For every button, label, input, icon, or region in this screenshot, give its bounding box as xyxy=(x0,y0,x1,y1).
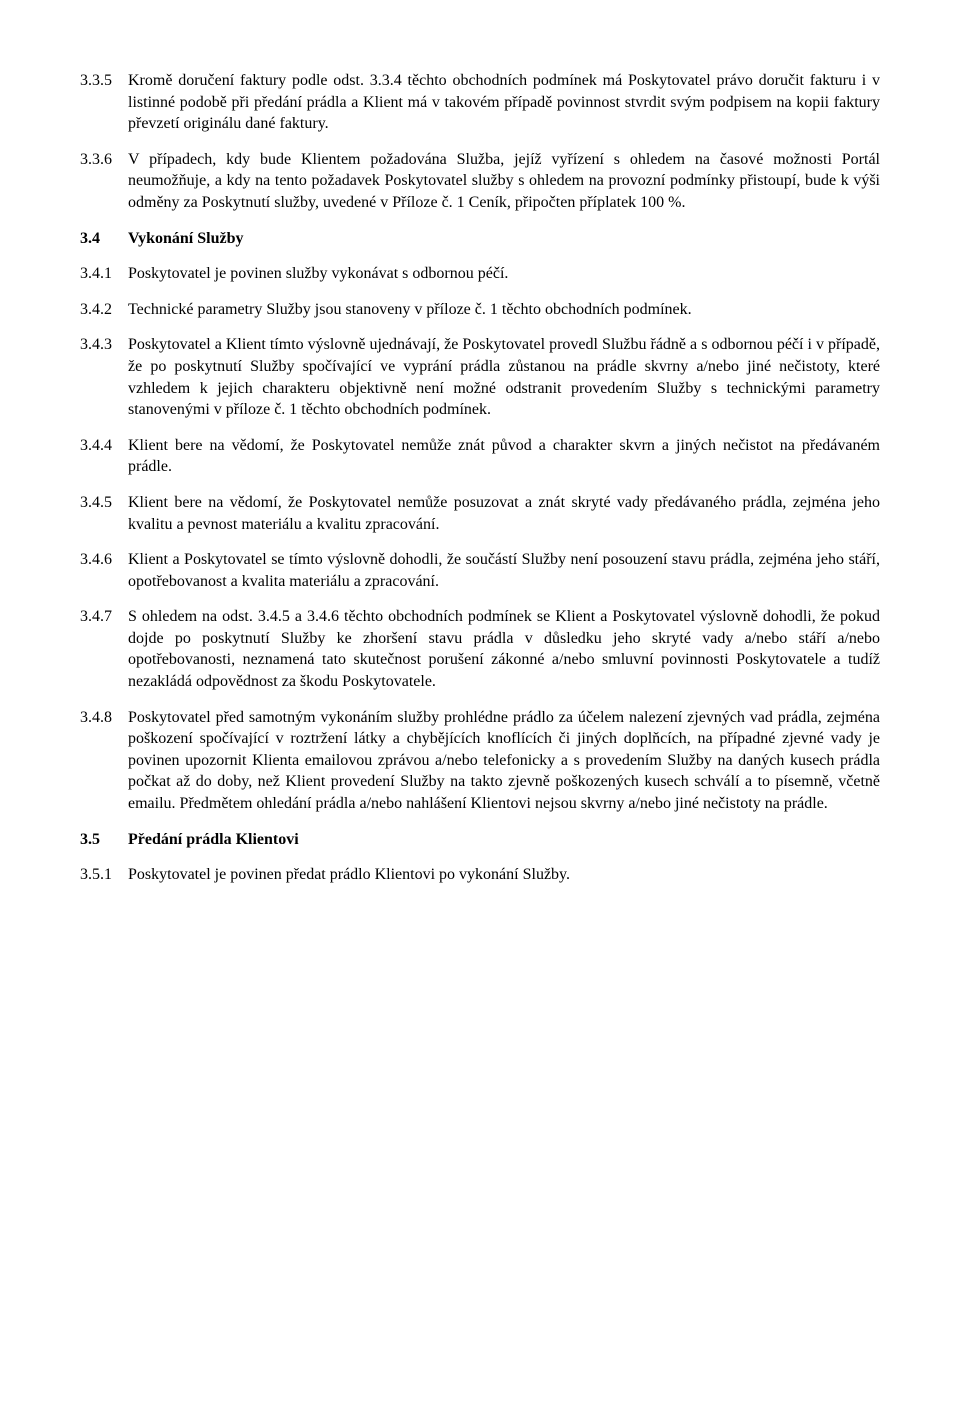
clause-number: 3.3.5 xyxy=(80,70,128,135)
clause-number: 3.4.7 xyxy=(80,606,128,692)
heading-number: 3.5 xyxy=(80,829,128,851)
clause-text: Klient a Poskytovatel se tímto výslovně … xyxy=(128,549,880,592)
clause-number: 3.4.8 xyxy=(80,707,128,815)
clause-number: 3.4.4 xyxy=(80,435,128,478)
clause-3-4-5: 3.4.5 Klient bere na vědomí, že Poskytov… xyxy=(80,492,880,535)
clause-number: 3.4.6 xyxy=(80,549,128,592)
clause-number: 3.4.2 xyxy=(80,299,128,321)
clause-3-4-3: 3.4.3 Poskytovatel a Klient tímto výslov… xyxy=(80,334,880,420)
clause-text: Klient bere na vědomí, že Poskytovatel n… xyxy=(128,492,880,535)
clause-number: 3.4.5 xyxy=(80,492,128,535)
clause-text: Technické parametry Služby jsou stanoven… xyxy=(128,299,880,321)
heading-3-5: 3.5 Předání prádla Klientovi xyxy=(80,829,880,851)
clause-number: 3.4.1 xyxy=(80,263,128,285)
clause-number: 3.3.6 xyxy=(80,149,128,214)
clause-3-4-7: 3.4.7 S ohledem na odst. 3.4.5 a 3.4.6 t… xyxy=(80,606,880,692)
clause-3-4-1: 3.4.1 Poskytovatel je povinen služby vyk… xyxy=(80,263,880,285)
clause-3-3-6: 3.3.6 V případech, kdy bude Klientem pož… xyxy=(80,149,880,214)
clause-3-4-4: 3.4.4 Klient bere na vědomí, že Poskytov… xyxy=(80,435,880,478)
clause-text: Poskytovatel je povinen služby vykonávat… xyxy=(128,263,880,285)
clause-text: Poskytovatel a Klient tímto výslovně uje… xyxy=(128,334,880,420)
clause-text: S ohledem na odst. 3.4.5 a 3.4.6 těchto … xyxy=(128,606,880,692)
heading-3-4: 3.4 Vykonání Služby xyxy=(80,228,880,250)
clause-text: Kromě doručení faktury podle odst. 3.3.4… xyxy=(128,70,880,135)
clause-3-4-2: 3.4.2 Technické parametry Služby jsou st… xyxy=(80,299,880,321)
clause-text: Poskytovatel před samotným vykonáním slu… xyxy=(128,707,880,815)
clause-text: Klient bere na vědomí, že Poskytovatel n… xyxy=(128,435,880,478)
clause-number: 3.4.3 xyxy=(80,334,128,420)
heading-text: Předání prádla Klientovi xyxy=(128,829,880,851)
heading-number: 3.4 xyxy=(80,228,128,250)
clause-3-4-6: 3.4.6 Klient a Poskytovatel se tímto výs… xyxy=(80,549,880,592)
clause-number: 3.5.1 xyxy=(80,864,128,886)
clause-text: V případech, kdy bude Klientem požadován… xyxy=(128,149,880,214)
clause-text: Poskytovatel je povinen předat prádlo Kl… xyxy=(128,864,880,886)
clause-3-5-1: 3.5.1 Poskytovatel je povinen předat prá… xyxy=(80,864,880,886)
clause-3-3-5: 3.3.5 Kromě doručení faktury podle odst.… xyxy=(80,70,880,135)
heading-text: Vykonání Služby xyxy=(128,228,880,250)
clause-3-4-8: 3.4.8 Poskytovatel před samotným vykonán… xyxy=(80,707,880,815)
